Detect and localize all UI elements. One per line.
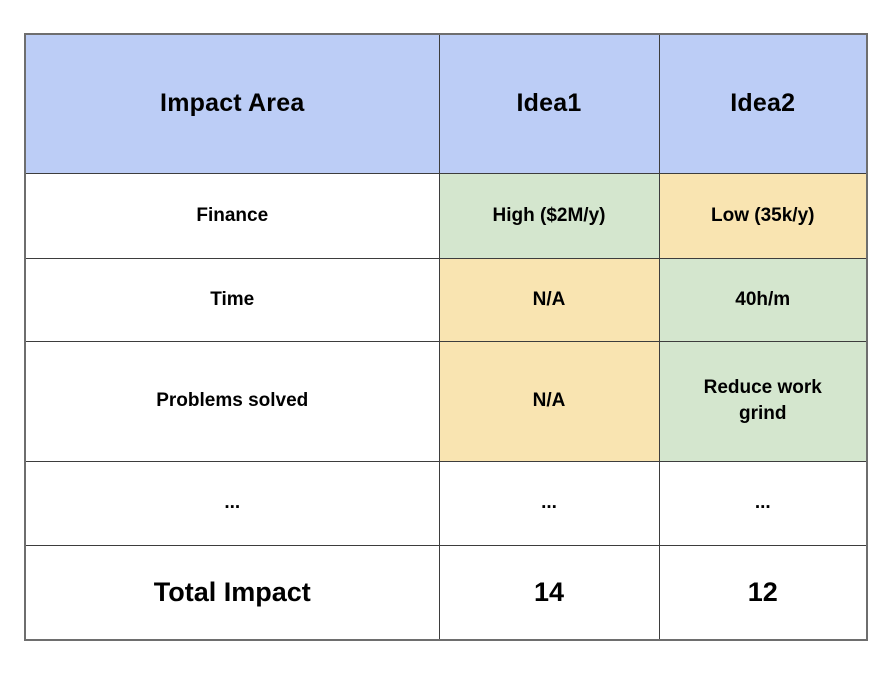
cell-finance-idea1: High ($2M/y) bbox=[438, 172, 660, 259]
header-row: Impact Area Idea1 Idea2 bbox=[24, 33, 868, 174]
column-header-impact-area: Impact Area bbox=[24, 33, 440, 174]
table-row-total-impact: Total Impact 14 12 bbox=[24, 544, 868, 641]
row-label-time: Time bbox=[24, 257, 440, 342]
row-label-problems-solved: Problems solved bbox=[24, 340, 440, 462]
column-header-idea2: Idea2 bbox=[658, 33, 868, 174]
cell-total-idea1: 14 bbox=[438, 544, 660, 641]
table-row-problems-solved: Problems solved N/A Reduce work grind bbox=[24, 340, 868, 462]
row-label-finance: Finance bbox=[24, 172, 440, 259]
table-row-finance: Finance High ($2M/y) Low (35k/y) bbox=[24, 172, 868, 259]
table-row-ellipsis: ... ... ... bbox=[24, 460, 868, 546]
cell-problems-idea2: Reduce work grind bbox=[658, 340, 868, 462]
cell-finance-idea2: Low (35k/y) bbox=[658, 172, 868, 259]
cell-time-idea2: 40h/m bbox=[658, 257, 868, 342]
impact-comparison-table: Impact Area Idea1 Idea2 Finance High ($2… bbox=[24, 33, 868, 641]
cell-total-idea2: 12 bbox=[658, 544, 868, 641]
cell-ellipsis-idea1: ... bbox=[438, 460, 660, 546]
cell-time-idea1: N/A bbox=[438, 257, 660, 342]
column-header-idea1: Idea1 bbox=[438, 33, 660, 174]
row-label-ellipsis: ... bbox=[24, 460, 440, 546]
table-row-time: Time N/A 40h/m bbox=[24, 257, 868, 342]
row-label-total-impact: Total Impact bbox=[24, 544, 440, 641]
cell-ellipsis-idea2: ... bbox=[658, 460, 868, 546]
cell-problems-idea1: N/A bbox=[438, 340, 660, 462]
